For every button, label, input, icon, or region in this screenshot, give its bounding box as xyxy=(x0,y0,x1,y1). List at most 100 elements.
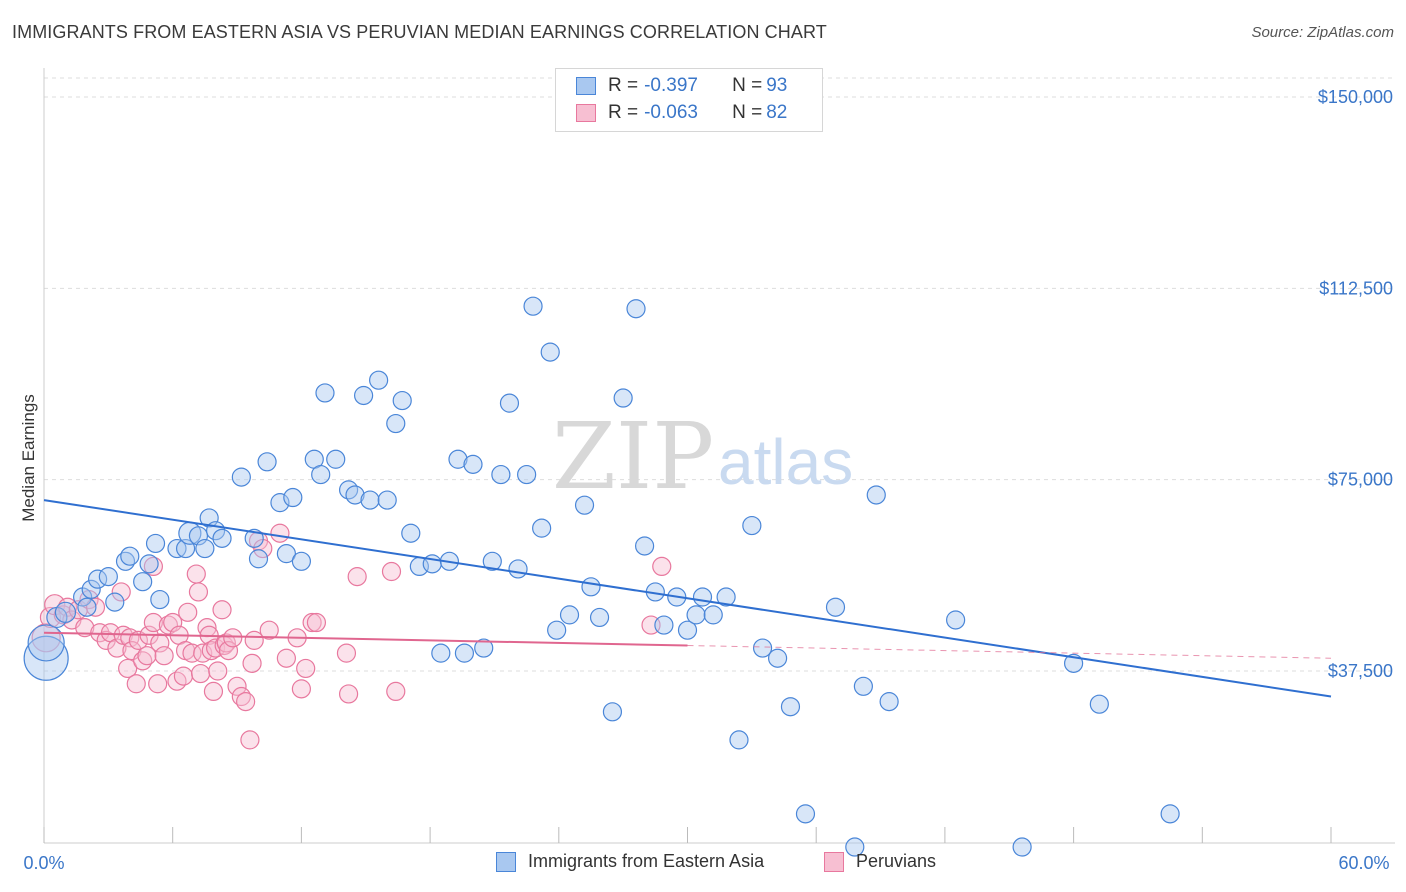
eastern-asia-point xyxy=(212,528,232,548)
eastern-asia-point xyxy=(574,495,595,515)
eastern-asia-point xyxy=(377,490,397,510)
eastern-asia-point xyxy=(145,533,166,554)
eastern-asia-point xyxy=(360,490,380,510)
peruvians-point xyxy=(223,628,243,648)
legend-n-label: N = xyxy=(732,75,763,96)
eastern-asia-point xyxy=(752,638,773,658)
legend-r-value: -0.397 xyxy=(644,75,698,96)
eastern-asia-points xyxy=(23,296,1180,857)
peruvians-point xyxy=(167,671,187,691)
eastern-asia-point xyxy=(692,587,713,607)
peruvians-point xyxy=(188,582,209,602)
eastern-asia-point xyxy=(431,643,451,663)
source-label: Source: ZipAtlas.com xyxy=(1251,24,1394,41)
eastern-asia-point xyxy=(602,702,623,722)
eastern-asia-point xyxy=(540,342,560,362)
eastern-asia-point xyxy=(547,620,567,640)
eastern-asia-point xyxy=(1089,694,1109,714)
series-legend-eastern-asia[interactable]: Immigrants from Eastern Asia xyxy=(496,851,764,872)
legend-swatch-blue xyxy=(576,77,596,95)
legend-r-label: R = xyxy=(608,102,639,123)
eastern-asia-point xyxy=(532,518,552,538)
peruvians-point xyxy=(178,602,198,622)
eastern-asia-point xyxy=(845,837,865,857)
series-swatch-pink xyxy=(824,851,844,872)
eastern-asia-point xyxy=(1012,837,1032,857)
watermark-zip: ZIP xyxy=(552,403,714,510)
x-tick-label-max: 60.0% xyxy=(1338,853,1389,873)
series-legend: Immigrants from Eastern Asia Peruvians xyxy=(0,851,1406,877)
peruvians-point xyxy=(212,600,232,620)
watermark: ZIP atlas xyxy=(552,403,853,510)
chart-title: IMMIGRANTS FROM EASTERN ASIA VS PERUVIAN… xyxy=(12,22,827,42)
legend-n-label: N = xyxy=(732,102,763,123)
eastern-asia-point xyxy=(654,615,674,635)
eastern-asia-point xyxy=(482,551,502,571)
eastern-asia-point xyxy=(139,554,159,574)
peruvians-point xyxy=(302,612,322,633)
peruvians-point xyxy=(276,648,296,668)
peruvians-point xyxy=(242,653,262,673)
eastern-asia-point xyxy=(369,370,389,390)
eastern-asia-point xyxy=(703,605,723,625)
axis-labels: $37,500 $75,000 $112,500 $150,000 0.0% 60.0% xyxy=(23,87,1393,873)
eastern-asia-point xyxy=(338,480,359,500)
eastern-asia-point xyxy=(150,589,170,610)
eastern-asia-point xyxy=(231,467,251,487)
peruvians-point xyxy=(291,679,311,699)
peruvians-point xyxy=(296,658,316,679)
eastern-asia-point xyxy=(491,464,511,485)
peruvians-point xyxy=(31,623,61,653)
peruvians-trend-extension xyxy=(687,644,1332,659)
eastern-asia-point xyxy=(742,515,762,536)
peruvians-point xyxy=(126,674,146,694)
x-tick-label-min: 0.0% xyxy=(23,853,64,873)
eastern-asia-point xyxy=(853,676,873,696)
eastern-asia-point xyxy=(613,388,633,408)
eastern-asia-point xyxy=(626,299,646,319)
peruvians-point xyxy=(148,674,168,694)
peruvians-point xyxy=(137,646,157,666)
eastern-asia-point xyxy=(386,413,406,434)
peruvians-point xyxy=(190,663,211,684)
eastern-asia-point xyxy=(581,577,601,597)
eastern-asia-point xyxy=(54,601,77,623)
peruvians-point xyxy=(259,620,279,640)
eastern-asia-point xyxy=(276,544,296,564)
peruvians-point xyxy=(143,612,163,633)
legend-row-eastern-asia: R = -0.397 N = 93 xyxy=(576,75,787,97)
eastern-asia-point xyxy=(463,454,483,474)
eastern-asia-point xyxy=(508,559,528,579)
series-swatch-blue xyxy=(496,851,516,872)
peruvians-point xyxy=(652,556,672,577)
y-tick-label: $75,000 xyxy=(1328,470,1393,490)
eastern-asia-point xyxy=(315,383,335,403)
peruvians-point xyxy=(338,684,359,704)
eastern-asia-point xyxy=(1160,804,1180,824)
gridlines xyxy=(44,77,1395,672)
eastern-asia-point xyxy=(283,487,303,508)
legend-r-label: R = xyxy=(608,75,639,96)
eastern-asia-point xyxy=(677,620,698,640)
peruvians-point xyxy=(336,643,357,663)
eastern-asia-point xyxy=(23,635,69,681)
peruvians-point xyxy=(270,523,290,543)
eastern-asia-point xyxy=(780,697,801,717)
eastern-asia-point xyxy=(559,605,580,625)
eastern-asia-point xyxy=(105,592,125,612)
eastern-asia-point xyxy=(686,605,706,625)
peruvians-point xyxy=(381,561,402,582)
eastern-asia-point xyxy=(133,572,153,592)
peruvians-point xyxy=(186,564,206,584)
peruvians-point xyxy=(208,661,228,681)
y-tick-label: $112,500 xyxy=(1319,278,1393,298)
peruvians-point xyxy=(154,646,174,666)
peruvians-point xyxy=(182,643,202,663)
axes xyxy=(43,68,1395,844)
peruvians-point xyxy=(203,681,224,702)
legend-n-value: 82 xyxy=(766,102,788,123)
legend-n-value: 93 xyxy=(766,75,788,96)
series-legend-peruvians[interactable]: Peruvians xyxy=(824,851,936,872)
peruvians-point xyxy=(216,633,236,653)
eastern-asia-point xyxy=(326,449,346,469)
